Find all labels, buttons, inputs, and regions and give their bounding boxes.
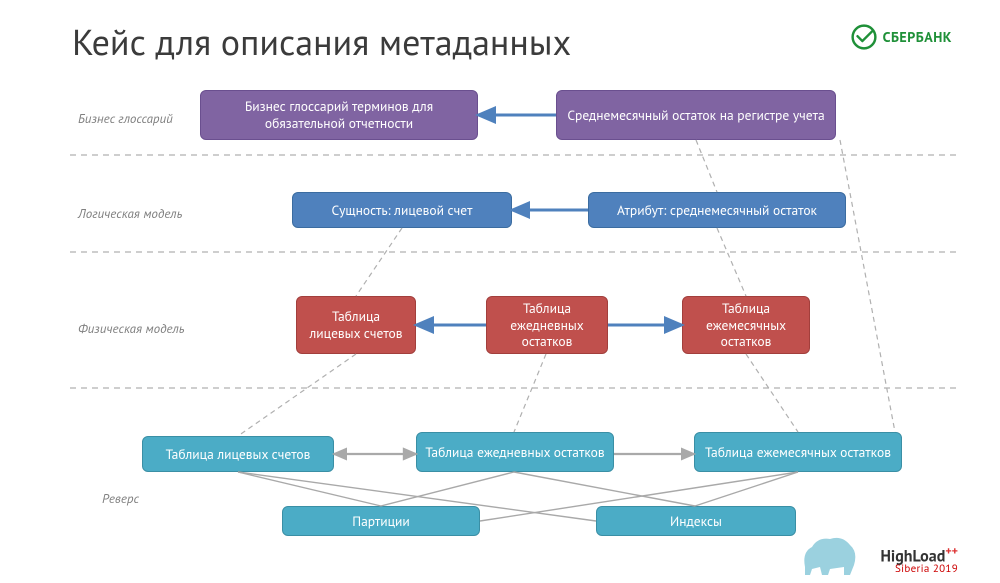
sberbank-logo: СБЕРБАНК — [851, 24, 952, 50]
bear-watermark — [800, 527, 860, 577]
page-title: Кейс для описания метаданных — [72, 18, 571, 65]
plus-icon: ++ — [945, 544, 958, 559]
node-n3: Сущность: лицевой счет — [292, 192, 512, 228]
node-n5: Таблица лицевых счетов — [296, 296, 416, 354]
row-label-r4: Реверс — [102, 490, 139, 507]
node-n9: Таблица ежедневных остатков — [416, 432, 614, 472]
node-n2: Среднемесячный остаток на регистре учета — [556, 90, 836, 140]
sberbank-label: СБЕРБАНК — [883, 28, 952, 46]
node-n8: Таблица лицевых счетов — [142, 436, 334, 472]
node-n1: Бизнес глоссарий терминов для обязательн… — [200, 90, 478, 140]
row-label-r1: Бизнес глоссарий — [78, 110, 173, 127]
node-n12: Индексы — [596, 506, 796, 536]
node-n6: Таблица ежедневных остатков — [486, 296, 608, 354]
node-n4: Атрибут: среднемесячный остаток — [588, 192, 846, 228]
sberbank-icon — [851, 24, 877, 50]
row-label-r2: Логическая модель — [78, 205, 182, 222]
node-n11: Партиции — [282, 506, 480, 536]
node-n7: Таблица ежемесячных остатков — [682, 296, 810, 354]
node-n10: Таблица ежемесячных остатков — [694, 432, 902, 472]
highload-footer: HighLoad++ Siberia 2019 — [881, 546, 959, 575]
row-label-r3: Физическая модель — [78, 320, 185, 337]
diagram-canvas — [0, 0, 1000, 583]
